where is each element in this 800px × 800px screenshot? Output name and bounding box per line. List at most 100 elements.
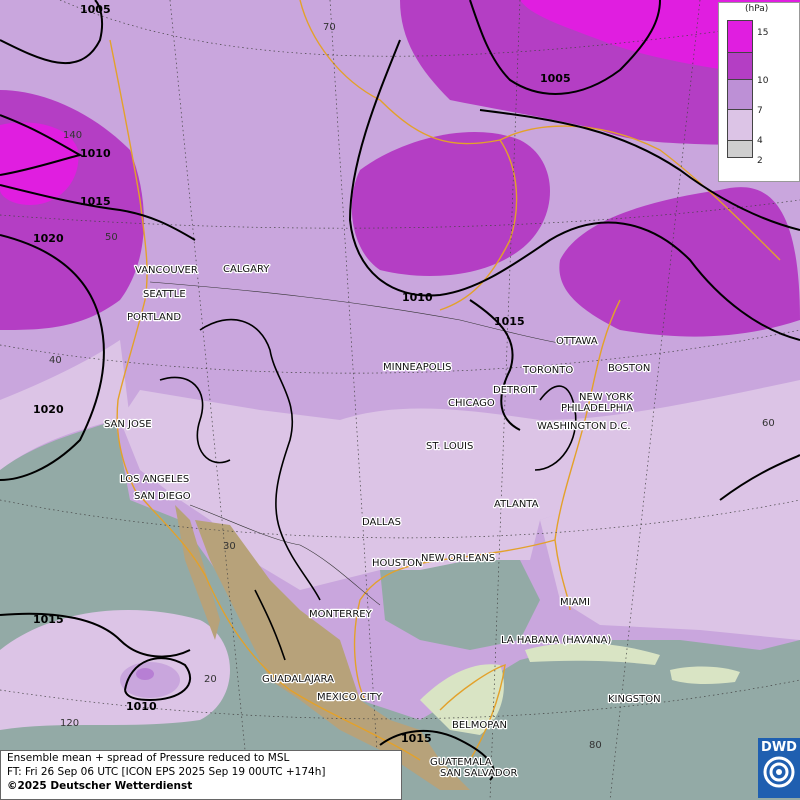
isobar-east [719, 454, 800, 501]
isobar-label: 1010 [126, 700, 157, 713]
graticule-label: 70 [323, 22, 336, 33]
terrain-baja [175, 505, 220, 640]
graticule-label: 80 [589, 740, 602, 751]
legend-swatch [727, 140, 753, 158]
city-label: SAN DIEGO [134, 491, 191, 502]
dwd-logo-text: DWD [761, 740, 797, 755]
city-label: NEW ORLEANS [421, 553, 495, 564]
city-label: CALGARY [223, 264, 270, 275]
city-label: OTTAWA [556, 336, 598, 347]
spread-area-pacific-east [0, 340, 130, 470]
legend-value: 7 [757, 106, 763, 116]
isobar-label: 1005 [80, 3, 111, 16]
city-label: GUATEMALA [430, 757, 492, 768]
isobars [0, 0, 800, 781]
isobar-1010-west [0, 114, 83, 176]
city-label: CHICAGO [448, 398, 495, 409]
city-label: VANCOUVER [135, 265, 198, 276]
city-label: MEXICO CITY [317, 692, 383, 703]
legend-value: 15 [757, 28, 769, 38]
spread-area-pacific-core [120, 662, 180, 698]
city-label: SAN SALVADOR [440, 768, 517, 779]
isobar-label: 1015 [494, 315, 525, 328]
terrain-mexico [195, 520, 470, 790]
legend-value: 4 [757, 136, 763, 146]
dwd-logo: DWD [758, 738, 800, 798]
city-label: NEW YORK [579, 392, 633, 403]
borders [149, 281, 571, 606]
city-label: LA HABANA (HAVANA) [501, 635, 611, 646]
isobar-label: 1015 [33, 613, 64, 626]
city-label: BELMOPAN [452, 720, 507, 731]
isobar-label: 1020 [33, 232, 64, 245]
isobar-label: 1005 [540, 72, 571, 85]
isobar-1010-pacific [124, 657, 192, 702]
spread-area-pacific-center [136, 668, 154, 680]
isobar-labels: 1005 1005 1010 1015 1020 1010 1015 1020 1015 1010… [33, 3, 571, 745]
coastlines [109, 0, 781, 761]
isobar-1020-west [0, 234, 105, 481]
city-label: GUADALAJARA [262, 674, 334, 685]
city-label: WASHINGTON D.C. [537, 421, 631, 432]
city-label: KINGSTON [608, 694, 661, 705]
city-label: DETROIT [493, 385, 538, 396]
legend-value: 2 [757, 156, 763, 166]
legend-unit: (hPa) [745, 4, 769, 14]
isobar-1005-north [469, 0, 661, 95]
low-spread-area-gulf [380, 558, 540, 650]
footer-copyright: ©2025 Deutscher Wetterdienst [7, 780, 193, 792]
city-label: LOS ANGELES [120, 474, 189, 485]
city-label: DALLAS [362, 517, 401, 528]
footer-line-2: FT: Fri 26 Sep 06 UTC [ICON EPS 2025 Sep… [7, 766, 326, 778]
graticule-label: 30 [223, 541, 236, 552]
city-label: MINNEAPOLIS [383, 362, 451, 373]
city-label: SEATTLE [143, 289, 186, 300]
city-label: ATLANTA [494, 499, 539, 510]
footer-info: Ensemble mean + spread of Pressure reduc… [0, 750, 402, 800]
graticule-label: 20 [204, 674, 217, 685]
city-label: PHILADELPHIA [561, 403, 633, 414]
legend-swatch [727, 79, 753, 111]
isobar-1010-central [348, 39, 800, 341]
spread-area-us-south [120, 380, 800, 590]
city-label: ST. LOUIS [426, 441, 473, 452]
city-label: HOUSTON [372, 558, 423, 569]
spread-area-hudson [351, 131, 550, 276]
isobar-1015-central [469, 299, 521, 431]
city-label: MONTERREY [309, 609, 373, 620]
isobar-label: 1010 [402, 291, 433, 304]
isobar-1015-south [0, 612, 191, 658]
legend-swatch [727, 109, 753, 142]
city-label: TORONTO [522, 365, 573, 376]
isobar-label: 1015 [80, 195, 111, 208]
legend-swatch [727, 52, 753, 81]
terrain-hispaniola [670, 666, 740, 685]
city-label: SAN JOSE [104, 419, 152, 430]
isobar-label: 1015 [401, 732, 432, 745]
graticule-labels: 70 140 50 40 60 30 20 120 80 [49, 22, 775, 751]
footer-line-1: Ensemble mean + spread of Pressure reduc… [7, 752, 290, 764]
spread-area-pacific-blob [0, 610, 230, 730]
city-label: PORTLAND [127, 312, 181, 323]
isobar-1005-west [0, 0, 104, 65]
city-labels: VANCOUVER CALGARY SEATTLE PORTLAND OTTAWA MIN… [103, 263, 662, 781]
isobar-1010-north [479, 109, 800, 231]
dwd-logo-swirl-icon [763, 756, 795, 788]
graticule-label: 50 [105, 232, 118, 243]
spread-area-labrador [559, 187, 800, 337]
terrain-yucatan [420, 664, 504, 735]
isobar-label: 1010 [80, 147, 111, 160]
terrain-cuba [525, 643, 660, 665]
city-label: BOSTON [608, 363, 650, 374]
isobar-1015-west [0, 184, 196, 241]
isobar-label: 1020 [33, 403, 64, 416]
city-label: MIAMI [560, 597, 590, 608]
graticule-label: 120 [60, 718, 79, 729]
legend-swatch [727, 20, 753, 54]
graticule-label: 140 [63, 130, 82, 141]
graticule-label: 60 [762, 418, 775, 429]
legend-value: 10 [757, 76, 769, 86]
terrain-isolines [159, 318, 577, 661]
